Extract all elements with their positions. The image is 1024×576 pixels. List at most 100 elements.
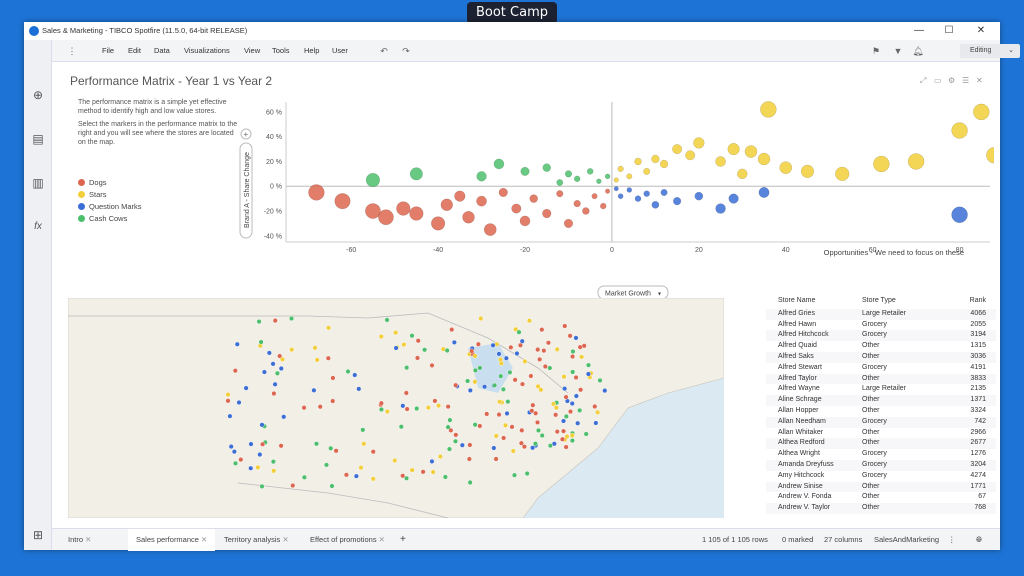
add-icon[interactable]: ⊕ <box>32 88 44 102</box>
y-axis-selector[interactable]: Brand A - Share Change + <box>239 128 253 239</box>
menu-file[interactable]: File <box>102 46 115 55</box>
map-marker <box>553 405 559 411</box>
map-marker <box>593 420 599 426</box>
table-row[interactable]: Andrew Sinise Other 1771 <box>766 481 996 493</box>
close-visual-icon[interactable]: ✕ <box>976 76 983 85</box>
close-window-button[interactable]: ✕ <box>976 25 986 36</box>
menu-data[interactable]: Data <box>154 46 170 55</box>
table-cell: Grocery <box>862 331 887 339</box>
settings-gear-icon[interactable]: ⚙ <box>948 76 956 85</box>
tab-intro[interactable]: Intro ✕ <box>60 529 99 551</box>
filter-icon[interactable]: ▼ <box>893 46 903 56</box>
scatter-point <box>476 171 487 182</box>
table-row[interactable]: Alfred Gries Large Retailer 4066 <box>766 308 996 320</box>
table-row[interactable]: Andrew V. Fonda Other 67 <box>766 492 996 503</box>
table-cell: Alfred Hawn <box>778 320 817 328</box>
land-area <box>68 298 724 518</box>
table-row[interactable]: Amy Hitchcock Grocery 4274 <box>766 471 996 482</box>
export-icon[interactable]: ▭ <box>934 76 942 85</box>
bookmark-icon[interactable]: ⚑ <box>871 46 881 56</box>
table-cell: 3204 <box>970 460 986 468</box>
function-icon[interactable]: fx <box>34 221 42 232</box>
table-row[interactable]: Alfred Taylor Other 3833 <box>766 373 996 385</box>
map-chart[interactable]: + − ⌖ ✥ □ <box>68 298 724 518</box>
col-store-type[interactable]: Store Type <box>862 297 896 304</box>
scatter-point <box>440 198 453 211</box>
table-row[interactable]: Allan Hopper Other 3324 <box>766 406 996 417</box>
legend-item-question-marks[interactable]: Question Marks <box>78 200 142 212</box>
map-marker <box>563 394 569 400</box>
table-row[interactable]: Amanda Dreyfuss Grocery 3204 <box>766 459 996 471</box>
table-cell: Althea Wright <box>778 450 820 458</box>
visualization-icon[interactable]: ▥ <box>32 176 44 190</box>
table-row[interactable]: Alfred Stewart Grocery 4191 <box>766 363 996 374</box>
close-tab-icon[interactable]: ✕ <box>201 535 208 544</box>
menu-visualizations[interactable]: Visualizations <box>184 46 230 55</box>
map-marker <box>326 325 332 331</box>
close-tab-icon[interactable]: ✕ <box>282 535 289 544</box>
tab-sales-performance[interactable]: Sales performance ✕ <box>128 529 216 551</box>
table-row[interactable]: Alfred Wayne Large Retailer 2135 <box>766 384 996 395</box>
table-row[interactable]: Alfred Hawn Grocery 2055 <box>766 320 996 331</box>
y-tick-label: -40 % <box>264 233 282 240</box>
list-icon[interactable]: ☰ <box>962 76 970 85</box>
data-canvas-icon[interactable]: ▤ <box>32 132 44 146</box>
menu-edit[interactable]: Edit <box>128 46 141 55</box>
minimize-button[interactable]: — <box>914 25 924 36</box>
expand-icon[interactable]: ⤢ <box>920 76 927 85</box>
undo-icon[interactable]: ↶ <box>380 46 388 56</box>
table-row[interactable]: Alfred Quaid Other 1315 <box>766 341 996 352</box>
more-vertical-icon[interactable]: ⋮ <box>948 535 956 544</box>
data-table-name[interactable]: SalesAndMarketing <box>874 535 940 544</box>
scatter-plot[interactable]: -60 -40 -20 0 20 40 60 80 60 % 40 % 20 % 0 % -20 % -4… <box>58 68 994 306</box>
map-marker <box>414 355 420 361</box>
legend-item-stars[interactable]: Stars <box>78 188 142 200</box>
map-marker <box>521 444 527 450</box>
legend-item-dogs[interactable]: Dogs <box>78 176 142 188</box>
menu-help[interactable]: Help <box>304 46 320 55</box>
map-marker <box>547 443 553 449</box>
map-marker <box>271 468 277 474</box>
map-marker <box>569 438 575 444</box>
map-marker <box>467 442 473 448</box>
hierarchy-icon[interactable]: ⊞ <box>32 528 44 542</box>
mode-dropdown[interactable]: Editing ⌄ <box>960 44 1020 58</box>
table-row[interactable]: Allan Needham Grocery 742 <box>766 416 996 428</box>
scatter-point <box>529 194 538 203</box>
table-row[interactable]: Andrew V. Taylor Other 768 <box>766 503 996 514</box>
menu-view[interactable]: View <box>244 46 261 55</box>
map-marker <box>592 403 598 409</box>
tab-territory-analysis[interactable]: Territory analysis ✕ <box>216 529 297 551</box>
table-row[interactable]: Alfred Hitchcock Grocery 3194 <box>766 330 996 342</box>
map-marker <box>554 429 560 435</box>
col-store-name[interactable]: Store Name <box>778 297 816 304</box>
table-row[interactable]: Allan Whitaker Other 2966 <box>766 428 996 439</box>
store-table: Store Name Store Type Rank Alfred Gries L… <box>766 296 996 514</box>
y-add-icon[interactable] <box>240 128 252 140</box>
scatter-point <box>873 155 890 173</box>
table-row[interactable]: Althea Wright Grocery 1276 <box>766 449 996 460</box>
col-rank[interactable]: Rank <box>969 297 986 304</box>
map-marker <box>393 330 399 336</box>
table-cell: 2966 <box>970 428 986 436</box>
map-marker <box>545 340 551 346</box>
table-cell: Other <box>862 493 880 501</box>
redo-icon[interactable]: ↷ <box>402 46 410 56</box>
tab-effect-of-promotions[interactable]: Effect of promotions ✕ <box>302 529 393 551</box>
maximize-button[interactable]: ☐ <box>944 25 954 36</box>
notification-bell-icon[interactable]: 🔔︎ <box>912 46 924 56</box>
legend-label: Question Marks <box>89 201 142 211</box>
table-row[interactable]: Althea Redford Other 2677 <box>766 438 996 450</box>
globe-icon[interactable]: 🌐︎ <box>976 535 982 544</box>
add-page-icon[interactable]: + <box>400 534 406 545</box>
legend-item-cash-cows[interactable]: Cash Cows <box>78 212 142 224</box>
map-marker <box>370 476 376 482</box>
close-tab-icon[interactable]: ✕ <box>378 535 385 544</box>
menu-tools[interactable]: Tools <box>272 46 290 55</box>
menu-user[interactable]: User <box>332 46 348 55</box>
close-tab-icon[interactable]: ✕ <box>85 535 92 544</box>
more-vertical-icon[interactable]: ⋮ <box>67 46 77 56</box>
x-tick-label: 40 <box>782 247 790 254</box>
table-row[interactable]: Aline Schrage Other 1371 <box>766 395 996 406</box>
table-row[interactable]: Alfred Saks Other 3036 <box>766 351 996 363</box>
